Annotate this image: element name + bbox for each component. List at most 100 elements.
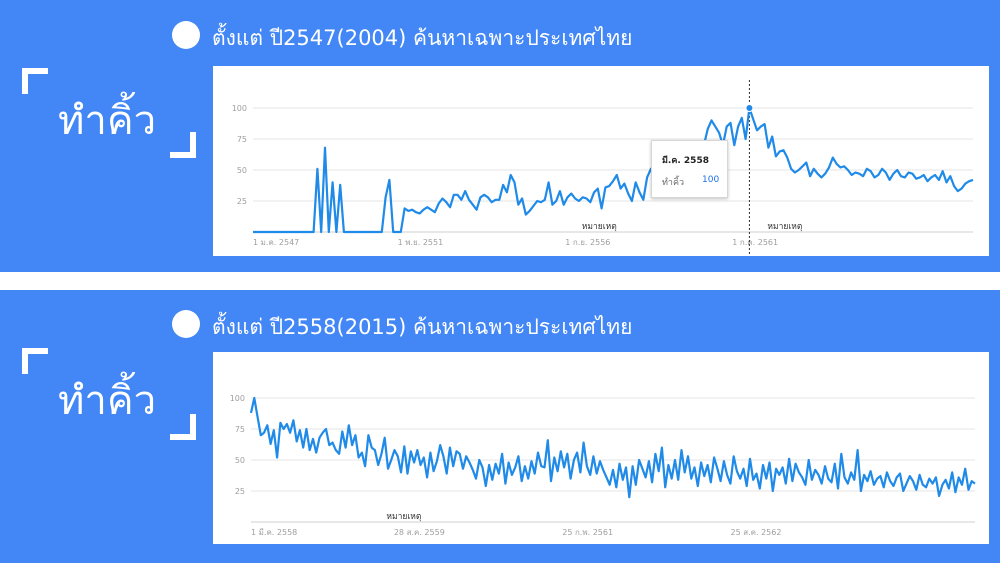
- data-point: [718, 132, 720, 134]
- data-point: [301, 231, 303, 233]
- data-point: [612, 469, 614, 471]
- data-point: [908, 172, 910, 174]
- data-point: [547, 439, 549, 441]
- data-point: [312, 438, 314, 440]
- data-point: [886, 472, 888, 474]
- data-point: [322, 432, 324, 434]
- data-point: [464, 190, 466, 192]
- data-point: [544, 199, 546, 201]
- data-point: [881, 168, 883, 170]
- data-point: [821, 483, 823, 485]
- data-point: [298, 231, 300, 233]
- data-point: [775, 468, 777, 470]
- data-point: [456, 451, 458, 453]
- data-point: [384, 437, 386, 439]
- data-point: [505, 483, 507, 485]
- data-point: [854, 479, 856, 481]
- data-point: [972, 179, 974, 181]
- data-point: [627, 193, 629, 195]
- data-point: [687, 455, 689, 457]
- data-point: [927, 180, 929, 182]
- data-point: [635, 182, 637, 184]
- data-point: [403, 446, 405, 448]
- data-point: [783, 149, 785, 151]
- data-point: [961, 484, 963, 486]
- data-point: [436, 460, 438, 462]
- data-point: [276, 457, 278, 459]
- data-point: [867, 480, 869, 482]
- data-point: [411, 209, 413, 211]
- data-point: [449, 206, 451, 208]
- data-point: [407, 473, 409, 475]
- data-point: [922, 484, 924, 486]
- data-point: [270, 443, 272, 445]
- data-point: [863, 474, 865, 476]
- data-point: [850, 472, 852, 474]
- data-point: [809, 175, 811, 177]
- data-point: [336, 231, 338, 233]
- data-point: [811, 479, 813, 481]
- data-point: [756, 473, 758, 475]
- series-line-ทำคิ้ว: [249, 396, 976, 499]
- data-point: [785, 483, 787, 485]
- data-point: [717, 468, 719, 470]
- data-point: [472, 204, 474, 206]
- data-point: [632, 465, 634, 467]
- data-point: [795, 463, 797, 465]
- data-point: [364, 465, 366, 467]
- data-point: [390, 459, 392, 461]
- data-point: [397, 455, 399, 457]
- data-point: [700, 462, 702, 464]
- data-point: [430, 209, 432, 211]
- data-point: [498, 473, 500, 475]
- y-tick-label: 50: [237, 166, 247, 175]
- data-point: [938, 179, 940, 181]
- data-point: [876, 478, 878, 480]
- data-point: [328, 444, 330, 446]
- data-point: [499, 199, 501, 201]
- data-point: [482, 467, 484, 469]
- data-point: [540, 465, 542, 467]
- data-point: [355, 231, 357, 233]
- data-point: [801, 477, 803, 479]
- data-point: [396, 231, 398, 233]
- panel-heading: ตั้งแต่ ปี2547(2004) ค้นหาเฉพาะประเทศไทย: [212, 26, 633, 50]
- data-point: [400, 472, 402, 474]
- data-point: [495, 463, 497, 465]
- data-point: [381, 231, 383, 233]
- data-point: [518, 455, 520, 457]
- trend-panel-2004: ตั้งแต่ ปี2547(2004) ค้นหาเฉพาะประเทศไทย…: [0, 0, 1000, 272]
- data-point: [915, 489, 917, 491]
- data-point: [517, 204, 519, 206]
- data-point: [883, 486, 885, 488]
- search-term-label: ทำคิ้ว: [58, 378, 157, 424]
- data-point: [553, 457, 555, 459]
- data-point: [446, 473, 448, 475]
- data-point: [593, 455, 595, 457]
- data-point: [593, 192, 595, 194]
- data-point: [873, 484, 875, 486]
- data-point: [631, 200, 633, 202]
- data-point: [442, 198, 444, 200]
- corner-bracket-bottom-right: [170, 414, 196, 440]
- data-point: [697, 485, 699, 487]
- data-point: [449, 447, 451, 449]
- data-point: [860, 490, 862, 492]
- data-point: [726, 474, 728, 476]
- data-point: [439, 444, 441, 446]
- data-point: [831, 482, 833, 484]
- data-point: [510, 174, 512, 176]
- data-point: [328, 231, 330, 233]
- data-point: [468, 199, 470, 201]
- data-point: [923, 174, 925, 176]
- data-point: [273, 429, 275, 431]
- data-point: [889, 480, 891, 482]
- data-point: [371, 447, 373, 449]
- data-point: [645, 477, 647, 479]
- data-point: [534, 473, 536, 475]
- data-point: [313, 231, 315, 233]
- data-point: [756, 130, 758, 132]
- data-point: [857, 449, 859, 451]
- y-tick-label: 25: [237, 197, 247, 206]
- data-point: [929, 478, 931, 480]
